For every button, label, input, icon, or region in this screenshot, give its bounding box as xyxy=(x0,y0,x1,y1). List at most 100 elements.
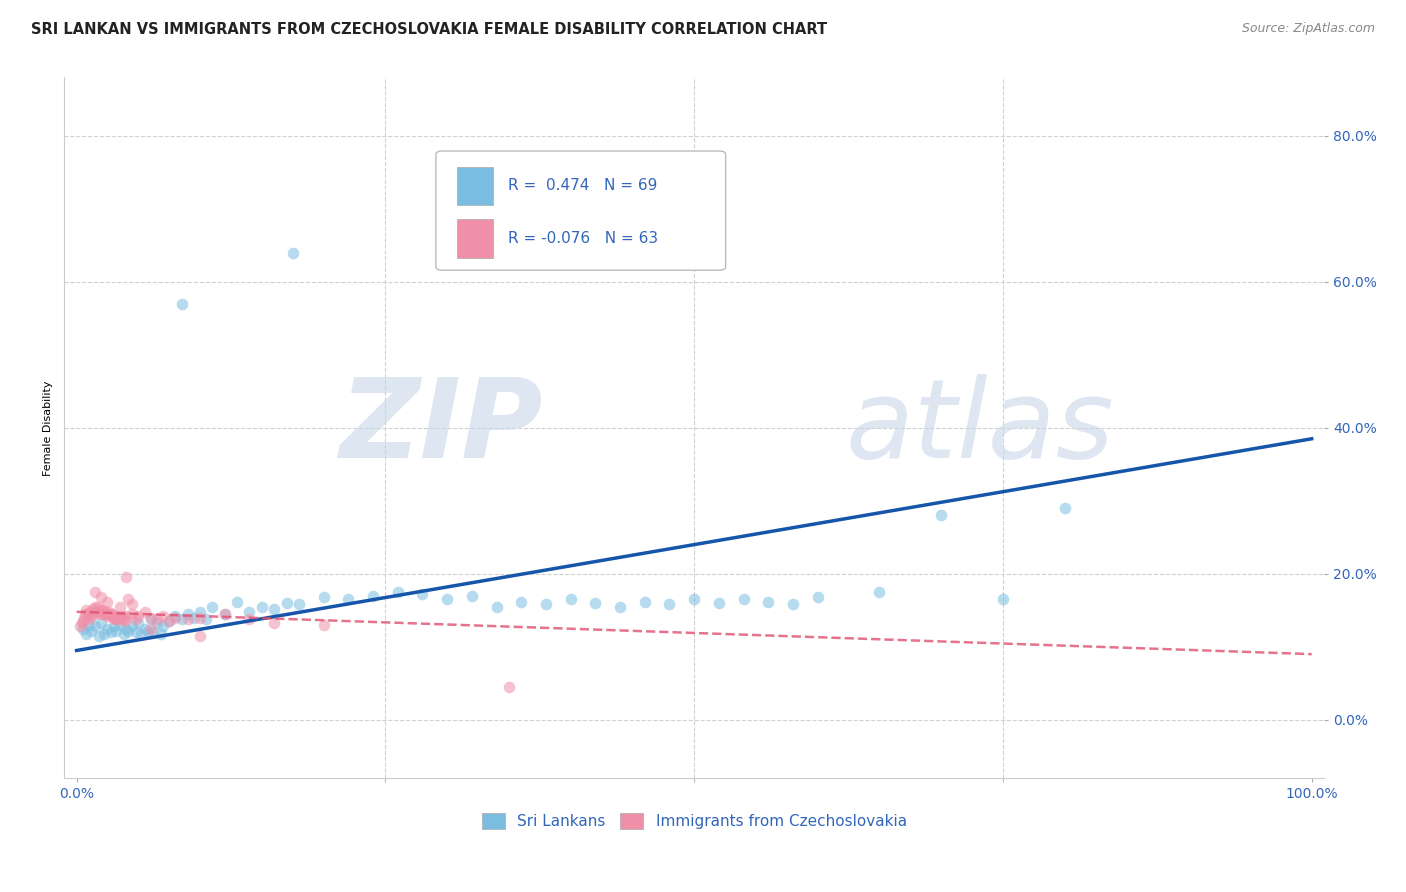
Point xyxy=(436,592,458,607)
Point xyxy=(89,605,111,619)
Point xyxy=(80,609,103,624)
Point xyxy=(77,612,100,626)
Point xyxy=(127,609,149,624)
Point xyxy=(77,618,100,632)
Text: atlas: atlas xyxy=(845,375,1114,482)
Point xyxy=(129,626,152,640)
Y-axis label: Female Disability: Female Disability xyxy=(44,380,53,475)
Point xyxy=(84,585,107,599)
Point xyxy=(929,508,952,523)
Legend: Sri Lankans, Immigrants from Czechoslovakia: Sri Lankans, Immigrants from Czechoslova… xyxy=(477,808,911,834)
Point xyxy=(165,609,187,624)
Text: SRI LANKAN VS IMMIGRANTS FROM CZECHOSLOVAKIA FEMALE DISABILITY CORRELATION CHART: SRI LANKAN VS IMMIGRANTS FROM CZECHOSLOV… xyxy=(31,22,827,37)
Point xyxy=(170,612,193,626)
Point xyxy=(117,592,139,607)
Point xyxy=(72,614,94,628)
Point xyxy=(683,592,706,607)
Point xyxy=(188,605,211,619)
Point xyxy=(75,626,97,640)
Point xyxy=(83,607,105,621)
Point xyxy=(157,614,180,628)
Point xyxy=(90,590,112,604)
Point xyxy=(75,603,97,617)
Point xyxy=(121,598,143,612)
Point xyxy=(991,592,1014,607)
Point xyxy=(288,598,311,612)
Point xyxy=(226,594,249,608)
Point xyxy=(139,622,162,636)
Point xyxy=(103,619,125,633)
Point xyxy=(134,622,156,636)
Point xyxy=(658,598,681,612)
Point xyxy=(510,594,533,608)
Point xyxy=(125,612,148,626)
Point xyxy=(146,612,169,626)
Point xyxy=(756,594,779,608)
Point xyxy=(461,589,484,603)
Point xyxy=(188,629,211,643)
Point xyxy=(94,605,117,619)
Point xyxy=(117,624,139,638)
Point xyxy=(634,594,657,608)
Point xyxy=(91,603,114,617)
Point xyxy=(101,607,124,621)
Point xyxy=(96,609,118,624)
Point xyxy=(84,599,107,614)
Point xyxy=(361,589,384,603)
Point xyxy=(312,590,335,604)
Point xyxy=(112,626,135,640)
Point xyxy=(177,612,200,626)
Point xyxy=(146,616,169,631)
Point xyxy=(82,602,104,616)
Point xyxy=(139,610,162,624)
Point xyxy=(707,596,730,610)
Point xyxy=(79,605,101,619)
Text: Source: ZipAtlas.com: Source: ZipAtlas.com xyxy=(1241,22,1375,36)
Point xyxy=(560,592,582,607)
Point xyxy=(121,619,143,633)
Point xyxy=(238,612,260,626)
Point xyxy=(238,605,260,619)
Point xyxy=(105,624,128,638)
Point xyxy=(134,605,156,619)
Point xyxy=(76,607,98,621)
Point xyxy=(96,594,118,608)
Point xyxy=(807,590,830,604)
Point xyxy=(868,585,890,599)
Point xyxy=(108,599,131,614)
Point xyxy=(115,622,138,636)
Point xyxy=(72,622,94,636)
Point xyxy=(104,610,127,624)
Point xyxy=(115,609,138,624)
Point xyxy=(86,599,108,614)
Point xyxy=(250,599,273,614)
Point xyxy=(201,599,224,614)
Point xyxy=(108,618,131,632)
Point xyxy=(93,626,115,640)
Point xyxy=(149,626,172,640)
Point xyxy=(70,616,93,631)
Point xyxy=(110,609,132,624)
Point xyxy=(312,618,335,632)
Point xyxy=(98,607,121,621)
Point xyxy=(125,625,148,640)
Point xyxy=(121,607,143,621)
Point xyxy=(114,614,136,628)
Point xyxy=(1053,501,1076,516)
Point xyxy=(165,610,187,624)
Point xyxy=(93,607,115,621)
Point xyxy=(170,297,193,311)
Text: ZIP: ZIP xyxy=(339,375,543,482)
Point xyxy=(157,614,180,628)
Point xyxy=(263,602,285,616)
Point xyxy=(609,599,631,614)
Point xyxy=(80,624,103,638)
Point xyxy=(73,610,96,624)
Point xyxy=(152,619,174,633)
Point xyxy=(281,245,304,260)
Point xyxy=(387,585,409,599)
Point xyxy=(90,616,112,631)
Text: R =  0.474   N = 69: R = 0.474 N = 69 xyxy=(508,178,657,194)
Point xyxy=(733,592,755,607)
Point xyxy=(105,612,128,626)
